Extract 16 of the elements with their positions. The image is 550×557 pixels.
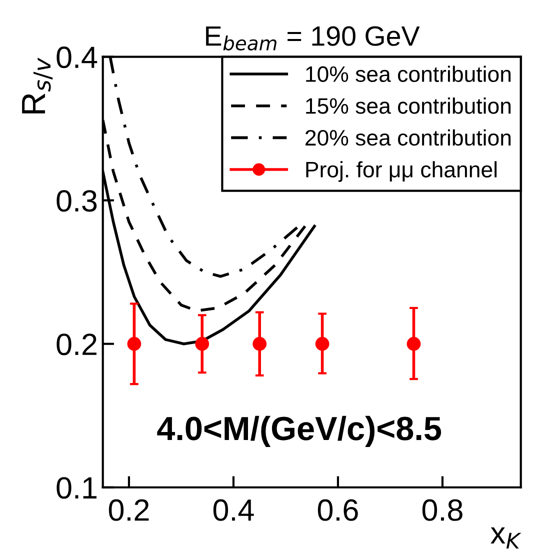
y-tick-label: 0.4: [56, 46, 98, 68]
legend-label: 20% sea contribution: [306, 129, 511, 146]
x-tick-label: 0.4: [213, 499, 254, 521]
x-tick-label: 0.2: [108, 499, 149, 521]
x-axis-title: x$_{K}$: [490, 527, 522, 549]
legend-label: 15% sea contribution: [306, 98, 511, 114]
y-tick-label: 0.1: [56, 477, 96, 499]
chart-title: E$_{beam}$ = 190 GeV: [206, 26, 420, 50]
annotation: 4.0<M/(GeV/c)<8.5: [157, 416, 442, 447]
legend-label: Proj. for μμ channel: [306, 161, 497, 182]
x-tick-label: 0.6: [318, 499, 358, 521]
y-tick-label: 0.2: [56, 334, 96, 356]
x-tick-label: 0.8: [422, 499, 462, 521]
legend-label: 10% sea contribution: [306, 66, 511, 82]
y-tick-label: 0.3: [56, 190, 97, 212]
y-axis-title: R$_{s/v}$: [22, 58, 53, 114]
